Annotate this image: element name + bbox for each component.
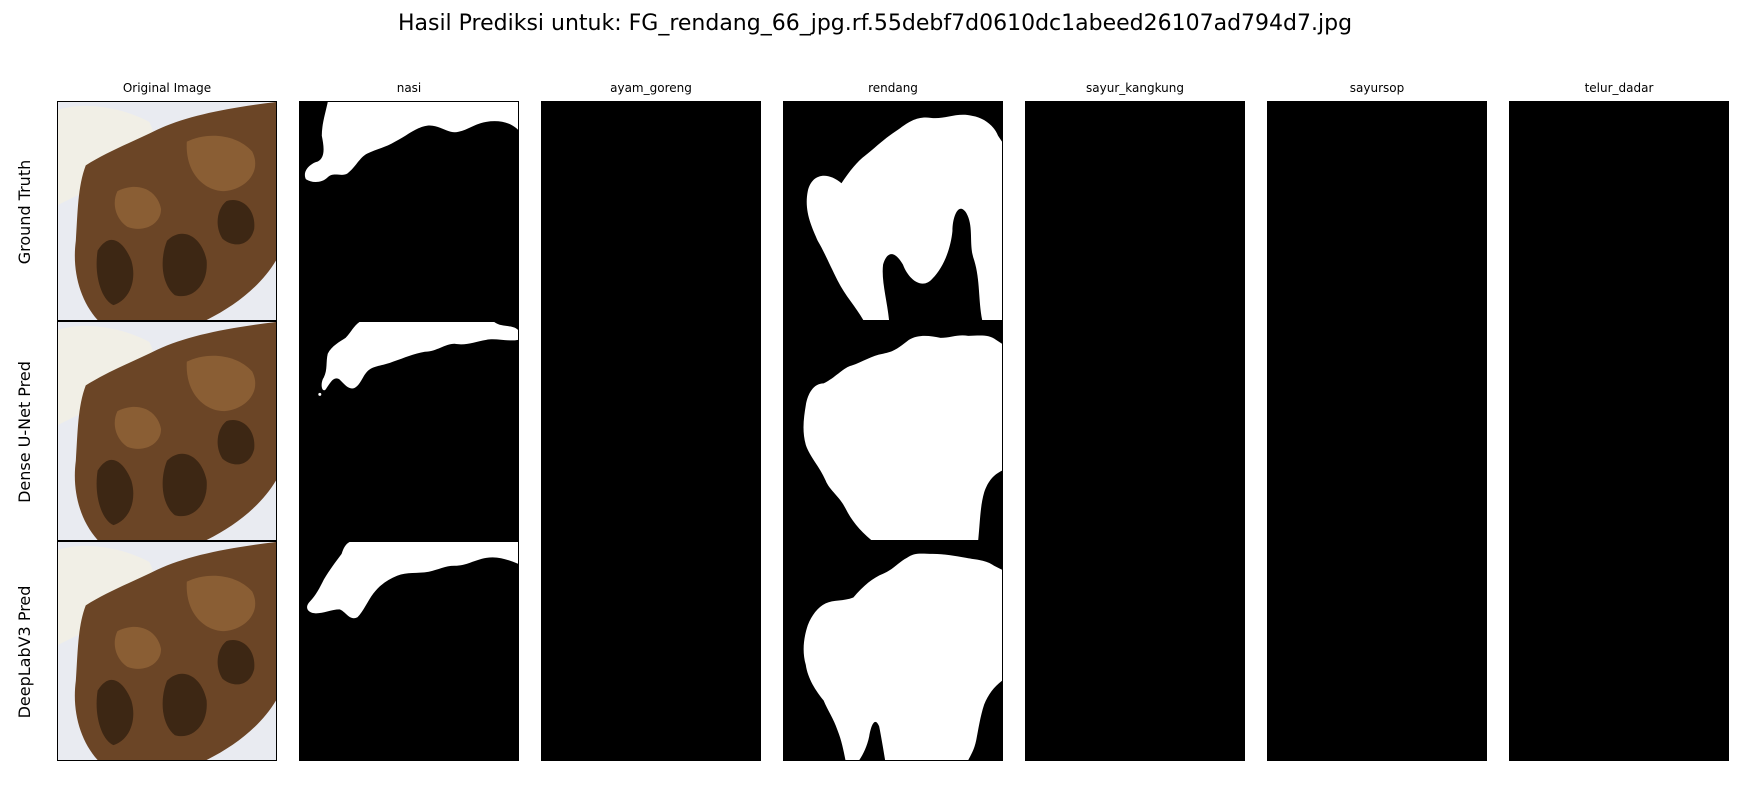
segmentation-mask bbox=[542, 542, 760, 760]
segmentation-mask bbox=[1268, 542, 1486, 760]
panel-deeplabv3-pred-sayur-kangkung bbox=[1025, 541, 1245, 761]
segmentation-mask bbox=[542, 102, 760, 320]
segmentation-mask bbox=[1026, 322, 1244, 540]
food-photo bbox=[58, 542, 276, 760]
panel-ground-truth-sayur-kangkung bbox=[1025, 101, 1245, 321]
row-label-deeplabv3-pred: DeepLabV3 Pred bbox=[15, 585, 34, 719]
panel-deeplabv3-pred-sayursop bbox=[1267, 541, 1487, 761]
column-title-rendang: rendang bbox=[868, 81, 918, 95]
segmentation-mask bbox=[300, 542, 518, 760]
panel-dense-unet-pred-ayam-goreng bbox=[541, 321, 761, 541]
column-title-ayam-goreng: ayam_goreng bbox=[610, 81, 692, 95]
segmentation-mask bbox=[784, 542, 1002, 760]
segmentation-mask bbox=[1510, 542, 1728, 760]
panel-ground-truth-original-image bbox=[57, 101, 277, 321]
panel-deeplabv3-pred-nasi bbox=[299, 541, 519, 761]
column-title-sayur-kangkung: sayur_kangkung bbox=[1086, 81, 1184, 95]
panel-dense-unet-pred-nasi bbox=[299, 321, 519, 541]
segmentation-mask bbox=[300, 322, 518, 540]
segmentation-mask bbox=[784, 102, 1002, 320]
column-title-sayursop: sayursop bbox=[1349, 81, 1405, 95]
column-title-nasi: nasi bbox=[396, 81, 422, 95]
food-photo bbox=[58, 102, 276, 320]
panel-ground-truth-telur-dadar bbox=[1509, 101, 1729, 321]
segmentation-mask bbox=[784, 322, 1002, 540]
food-photo bbox=[58, 322, 276, 540]
panel-dense-unet-pred-rendang bbox=[783, 321, 1003, 541]
column-title-telur-dadar: telur_dadar bbox=[1584, 81, 1654, 95]
panel-deeplabv3-pred-ayam-goreng bbox=[541, 541, 761, 761]
panel-ground-truth-rendang bbox=[783, 101, 1003, 321]
panel-dense-unet-pred-telur-dadar bbox=[1509, 321, 1729, 541]
panel-ground-truth-ayam-goreng bbox=[541, 101, 761, 321]
figure-title: Hasil Prediksi untuk: FG_rendang_66_jpg.… bbox=[397, 11, 1353, 36]
segmentation-mask bbox=[1510, 102, 1728, 320]
panel-deeplabv3-pred-telur-dadar bbox=[1509, 541, 1729, 761]
row-label-dense-unet-pred: Dense U-Net Pred bbox=[15, 361, 34, 503]
segmentation-mask bbox=[542, 322, 760, 540]
panel-dense-unet-pred-sayur-kangkung bbox=[1025, 321, 1245, 541]
panel-deeplabv3-pred-original-image bbox=[57, 541, 277, 761]
segmentation-mask bbox=[1026, 102, 1244, 320]
segmentation-mask bbox=[1510, 322, 1728, 540]
segmentation-mask bbox=[1268, 102, 1486, 320]
segmentation-mask bbox=[1268, 322, 1486, 540]
row-label-ground-truth: Ground Truth bbox=[15, 159, 34, 265]
segmentation-mask bbox=[300, 102, 518, 320]
column-title-original-image: Original Image bbox=[122, 81, 212, 95]
panel-ground-truth-nasi bbox=[299, 101, 519, 321]
panel-dense-unet-pred-sayursop bbox=[1267, 321, 1487, 541]
panel-dense-unet-pred-original-image bbox=[57, 321, 277, 541]
panel-ground-truth-sayursop bbox=[1267, 101, 1487, 321]
panel-deeplabv3-pred-rendang bbox=[783, 541, 1003, 761]
segmentation-mask bbox=[1026, 542, 1244, 760]
